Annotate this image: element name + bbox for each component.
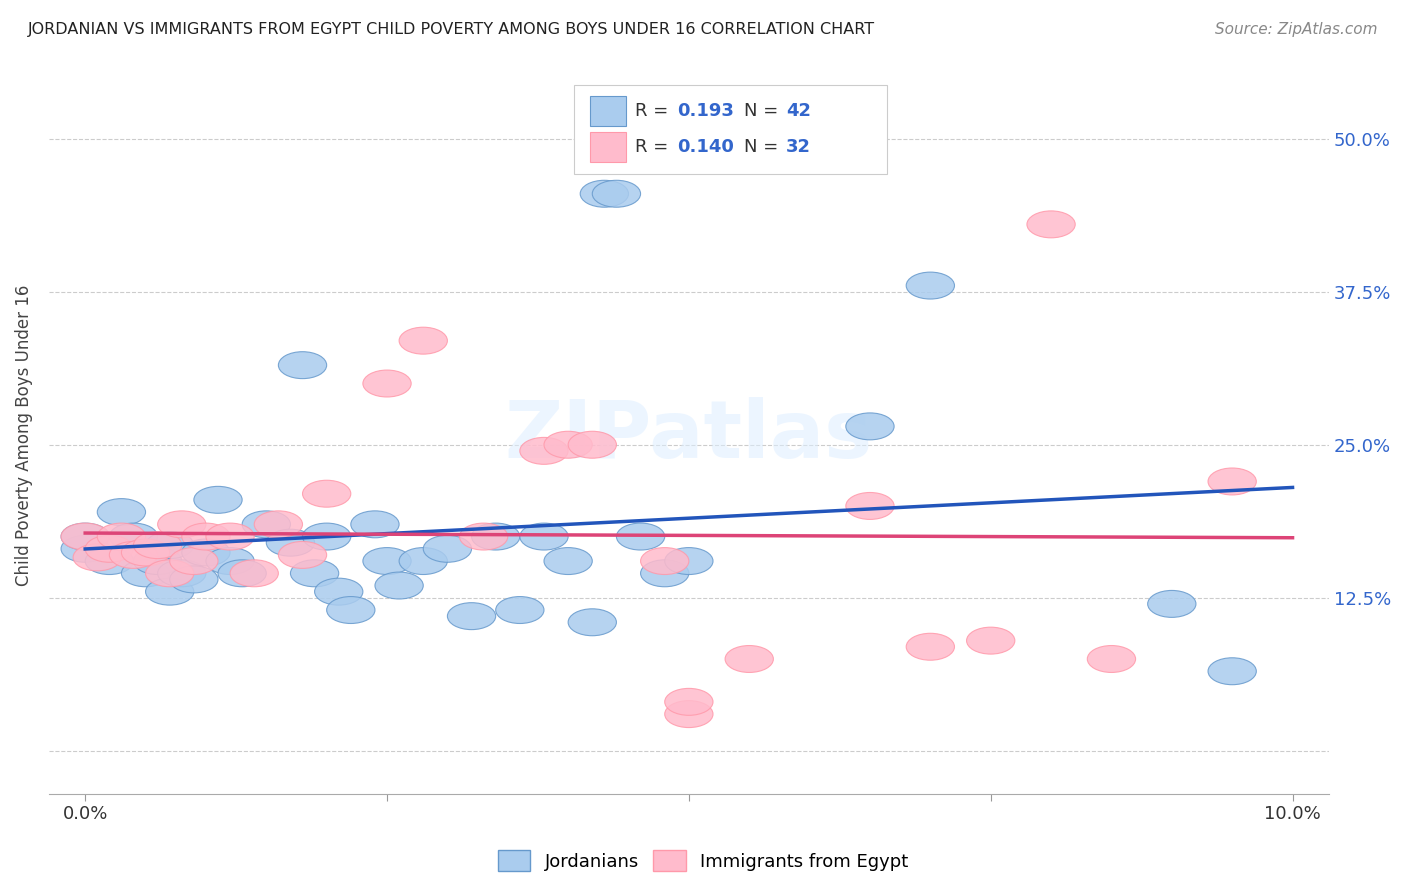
Ellipse shape — [278, 351, 326, 378]
Text: N =: N = — [744, 138, 785, 156]
Ellipse shape — [460, 523, 508, 550]
Text: JORDANIAN VS IMMIGRANTS FROM EGYPT CHILD POVERTY AMONG BOYS UNDER 16 CORRELATION: JORDANIAN VS IMMIGRANTS FROM EGYPT CHILD… — [28, 22, 876, 37]
Ellipse shape — [315, 578, 363, 605]
Text: R =: R = — [636, 102, 673, 120]
Text: 32: 32 — [786, 138, 811, 156]
Ellipse shape — [375, 572, 423, 599]
Ellipse shape — [399, 327, 447, 354]
Ellipse shape — [60, 523, 110, 550]
Ellipse shape — [1208, 468, 1257, 495]
Ellipse shape — [447, 603, 496, 630]
Ellipse shape — [1026, 211, 1076, 238]
Ellipse shape — [205, 548, 254, 574]
Ellipse shape — [363, 548, 411, 574]
Ellipse shape — [218, 560, 266, 587]
Ellipse shape — [544, 548, 592, 574]
Ellipse shape — [242, 511, 291, 538]
Ellipse shape — [266, 529, 315, 556]
Ellipse shape — [170, 566, 218, 593]
Ellipse shape — [146, 532, 194, 558]
Ellipse shape — [423, 535, 471, 562]
Ellipse shape — [110, 541, 157, 568]
Text: 0.140: 0.140 — [678, 138, 734, 156]
Ellipse shape — [121, 560, 170, 587]
Ellipse shape — [86, 548, 134, 574]
Ellipse shape — [520, 523, 568, 550]
Ellipse shape — [170, 548, 218, 574]
Ellipse shape — [846, 492, 894, 519]
Ellipse shape — [1147, 591, 1197, 617]
Ellipse shape — [568, 431, 616, 458]
Ellipse shape — [496, 597, 544, 624]
Ellipse shape — [121, 539, 170, 566]
Ellipse shape — [231, 560, 278, 587]
Ellipse shape — [616, 523, 665, 550]
Text: R =: R = — [636, 138, 673, 156]
Ellipse shape — [86, 535, 134, 562]
Ellipse shape — [907, 272, 955, 299]
Ellipse shape — [665, 689, 713, 715]
Ellipse shape — [471, 523, 520, 550]
Ellipse shape — [326, 597, 375, 624]
Ellipse shape — [302, 480, 352, 508]
Ellipse shape — [291, 560, 339, 587]
Ellipse shape — [60, 535, 110, 562]
Ellipse shape — [134, 532, 181, 558]
Legend: Jordanians, Immigrants from Egypt: Jordanians, Immigrants from Egypt — [491, 843, 915, 879]
Ellipse shape — [60, 523, 110, 550]
Ellipse shape — [581, 180, 628, 207]
FancyBboxPatch shape — [574, 85, 887, 174]
Text: 0.193: 0.193 — [678, 102, 734, 120]
Ellipse shape — [399, 548, 447, 574]
Ellipse shape — [641, 560, 689, 587]
Ellipse shape — [194, 486, 242, 513]
Ellipse shape — [592, 180, 641, 207]
Ellipse shape — [254, 511, 302, 538]
Ellipse shape — [1087, 646, 1136, 673]
Ellipse shape — [134, 548, 181, 574]
Ellipse shape — [146, 578, 194, 605]
Ellipse shape — [665, 700, 713, 728]
Ellipse shape — [568, 609, 616, 636]
Ellipse shape — [302, 523, 352, 550]
Text: N =: N = — [744, 102, 785, 120]
Ellipse shape — [157, 511, 205, 538]
Ellipse shape — [1208, 657, 1257, 685]
Y-axis label: Child Poverty Among Boys Under 16: Child Poverty Among Boys Under 16 — [15, 285, 32, 586]
Ellipse shape — [97, 499, 146, 525]
Ellipse shape — [278, 541, 326, 568]
Ellipse shape — [846, 413, 894, 440]
Ellipse shape — [205, 523, 254, 550]
Ellipse shape — [544, 431, 592, 458]
Text: ZIPatlas: ZIPatlas — [505, 397, 873, 475]
Ellipse shape — [157, 560, 205, 587]
Ellipse shape — [665, 548, 713, 574]
FancyBboxPatch shape — [591, 132, 626, 162]
Ellipse shape — [520, 437, 568, 465]
Ellipse shape — [725, 646, 773, 673]
Ellipse shape — [146, 560, 194, 587]
Ellipse shape — [97, 523, 146, 550]
Ellipse shape — [110, 523, 157, 550]
Ellipse shape — [73, 544, 121, 571]
Ellipse shape — [181, 523, 231, 550]
Text: Source: ZipAtlas.com: Source: ZipAtlas.com — [1215, 22, 1378, 37]
Ellipse shape — [181, 539, 231, 566]
Ellipse shape — [641, 548, 689, 574]
Text: 42: 42 — [786, 102, 811, 120]
Ellipse shape — [966, 627, 1015, 654]
Ellipse shape — [907, 633, 955, 660]
FancyBboxPatch shape — [591, 96, 626, 126]
Ellipse shape — [363, 370, 411, 397]
Ellipse shape — [352, 511, 399, 538]
